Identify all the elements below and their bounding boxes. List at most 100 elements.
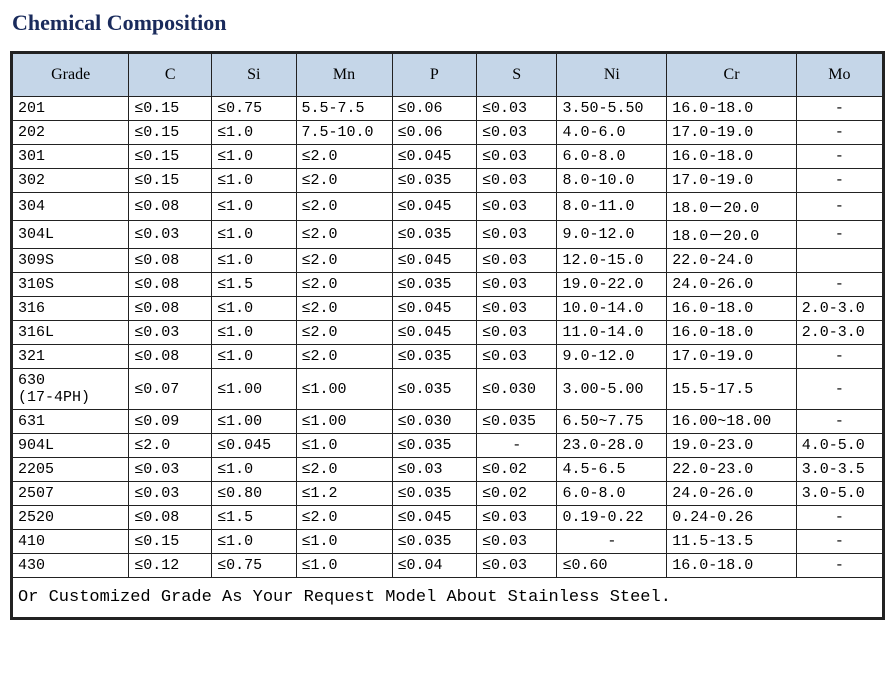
table-cell: ≤0.035 [477, 410, 557, 434]
table-cell: ≤0.02 [477, 482, 557, 506]
table-cell: ≤0.12 [129, 554, 212, 578]
table-cell: ≤1.2 [296, 482, 392, 506]
table-cell: - [796, 410, 883, 434]
table-cell: ≤0.07 [129, 369, 212, 410]
table-cell: 16.0-18.0 [667, 321, 796, 345]
table-cell: 17.0-19.0 [667, 121, 796, 145]
table-body: 201≤0.15≤0.755.5-7.5≤0.06≤0.033.50-5.501… [12, 97, 884, 619]
column-header: Si [212, 53, 296, 97]
table-cell: 631 [12, 410, 129, 434]
table-cell: 19.0-23.0 [667, 434, 796, 458]
table-cell: ≤0.045 [392, 321, 476, 345]
table-cell: ≤0.03 [477, 121, 557, 145]
table-row: 201≤0.15≤0.755.5-7.5≤0.06≤0.033.50-5.501… [12, 97, 884, 121]
table-cell: 11.5-13.5 [667, 530, 796, 554]
table-cell: 22.0-23.0 [667, 458, 796, 482]
table-cell: ≤0.045 [392, 297, 476, 321]
table-cell: 6.0-8.0 [557, 482, 667, 506]
table-cell: - [796, 506, 883, 530]
table-cell: ≤0.045 [392, 193, 476, 221]
table-cell: 309S [12, 249, 129, 273]
table-row: 309S≤0.08≤1.0≤2.0≤0.045≤0.0312.0-15.022.… [12, 249, 884, 273]
table-cell: ≤1.0 [212, 121, 296, 145]
table-cell: 0.19-0.22 [557, 506, 667, 530]
table-cell: 16.0-18.0 [667, 297, 796, 321]
table-cell: ≤1.0 [212, 321, 296, 345]
table-cell: 22.0-24.0 [667, 249, 796, 273]
column-header: Cr [667, 53, 796, 97]
table-cell: ≤1.0 [212, 345, 296, 369]
table-cell: - [796, 554, 883, 578]
table-cell: 904L [12, 434, 129, 458]
table-cell: ≤1.5 [212, 273, 296, 297]
column-header: C [129, 53, 212, 97]
table-cell: ≤0.15 [129, 169, 212, 193]
table-row: 321≤0.08≤1.0≤2.0≤0.035≤0.039.0-12.017.0-… [12, 345, 884, 369]
table-cell: ≤0.035 [392, 345, 476, 369]
table-cell: - [557, 530, 667, 554]
table-cell: ≤2.0 [296, 345, 392, 369]
table-cell: ≤1.00 [212, 410, 296, 434]
table-cell: ≤0.80 [212, 482, 296, 506]
table-cell: 5.5-7.5 [296, 97, 392, 121]
table-cell: ≤0.03 [477, 221, 557, 249]
column-header: Ni [557, 53, 667, 97]
column-header: S [477, 53, 557, 97]
footer-text: Or Customized Grade As Your Request Mode… [12, 578, 884, 619]
composition-table: GradeCSiMnPSNiCrMo 201≤0.15≤0.755.5-7.5≤… [10, 51, 885, 620]
table-cell: ≤2.0 [296, 297, 392, 321]
table-cell: ≤0.06 [392, 97, 476, 121]
table-cell: 3.0-5.0 [796, 482, 883, 506]
table-cell: ≤2.0 [296, 506, 392, 530]
table-cell: 16.0-18.0 [667, 97, 796, 121]
table-cell: ≤0.03 [477, 145, 557, 169]
table-cell: ≤1.0 [212, 145, 296, 169]
table-cell: ≤1.0 [296, 434, 392, 458]
table-cell: ≤0.030 [477, 369, 557, 410]
table-cell: ≤1.0 [212, 193, 296, 221]
table-cell: 302 [12, 169, 129, 193]
table-cell: ≤0.03 [129, 482, 212, 506]
table-row: 202≤0.15≤1.07.5-10.0≤0.06≤0.034.0-6.017.… [12, 121, 884, 145]
table-cell: ≤2.0 [296, 249, 392, 273]
table-cell: ≤0.035 [392, 530, 476, 554]
table-row: 630(17-4PH)≤0.07≤1.00≤1.00≤0.035≤0.0303.… [12, 369, 884, 410]
column-header: Mn [296, 53, 392, 97]
table-cell: ≤2.0 [296, 145, 392, 169]
table-cell: ≤1.0 [212, 169, 296, 193]
table-cell: ≤0.06 [392, 121, 476, 145]
table-cell: ≤0.03 [477, 506, 557, 530]
table-cell: ≤2.0 [296, 273, 392, 297]
table-cell: ≤2.0 [296, 458, 392, 482]
table-cell: 202 [12, 121, 129, 145]
table-cell: 4.5-6.5 [557, 458, 667, 482]
table-row: 2507≤0.03≤0.80≤1.2≤0.035≤0.026.0-8.024.0… [12, 482, 884, 506]
table-cell: ≤0.09 [129, 410, 212, 434]
table-cell: ≤1.00 [212, 369, 296, 410]
column-header: Mo [796, 53, 883, 97]
table-cell: 12.0-15.0 [557, 249, 667, 273]
table-cell: 18.0－20.0 [667, 193, 796, 221]
table-cell: ≤1.0 [212, 458, 296, 482]
table-cell: - [796, 530, 883, 554]
table-cell: ≤0.035 [392, 482, 476, 506]
table-cell: 16.0-18.0 [667, 554, 796, 578]
table-cell: ≤0.03 [477, 193, 557, 221]
table-cell: 7.5-10.0 [296, 121, 392, 145]
table-cell: ≤0.03 [129, 221, 212, 249]
table-cell: ≤0.035 [392, 434, 476, 458]
table-cell: ≤0.045 [392, 249, 476, 273]
table-cell: 0.24-0.26 [667, 506, 796, 530]
table-cell: ≤1.0 [296, 530, 392, 554]
table-cell: 6.0-8.0 [557, 145, 667, 169]
table-cell: - [796, 145, 883, 169]
table-cell: 316 [12, 297, 129, 321]
table-cell: ≤2.0 [296, 193, 392, 221]
table-cell: 4.0-6.0 [557, 121, 667, 145]
table-cell: ≤0.035 [392, 369, 476, 410]
page-title: Chemical Composition [10, 10, 881, 36]
table-cell: ≤0.08 [129, 506, 212, 530]
table-row: 316L≤0.03≤1.0≤2.0≤0.045≤0.0311.0-14.016.… [12, 321, 884, 345]
table-cell: - [796, 345, 883, 369]
table-cell: - [796, 273, 883, 297]
